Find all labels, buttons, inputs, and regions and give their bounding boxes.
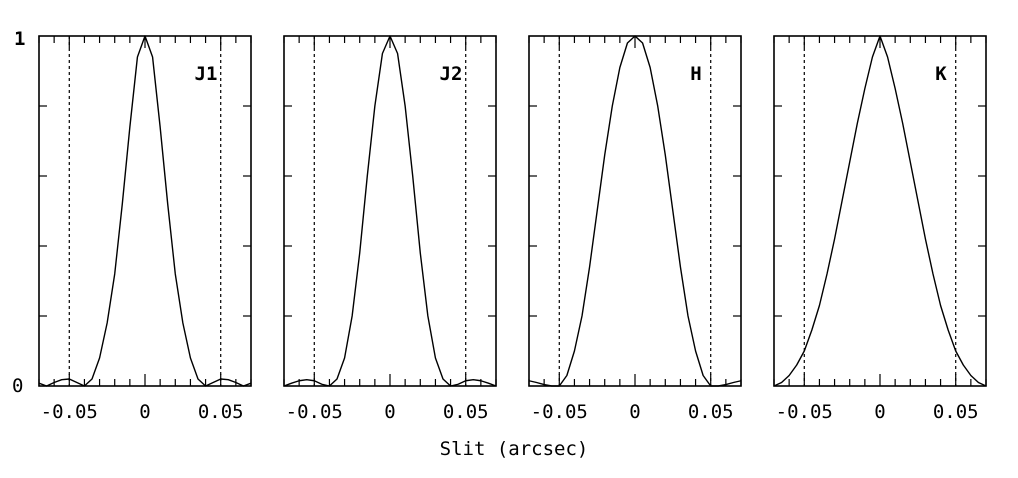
x-tick-label: -0.05 xyxy=(531,401,588,423)
panel-k: K -0.05 0 0.05 xyxy=(773,35,987,423)
profile-line xyxy=(528,35,742,387)
x-tick-label: -0.05 xyxy=(41,401,98,423)
x-tick-label: -0.05 xyxy=(286,401,343,423)
y-tick-label-top: 1 xyxy=(14,28,25,50)
panels-layer: J1 -0.05 0 0.05 J2 -0.05 0 0.05 H -0.05 0 0.05 K -0.0… xyxy=(38,35,987,423)
panel-j2: J2 -0.05 0 0.05 xyxy=(283,35,497,423)
x-tick-label: 0 xyxy=(874,401,885,423)
panel-frame xyxy=(528,35,742,387)
x-tick-label: 0 xyxy=(384,401,395,423)
panel-label: H xyxy=(690,63,701,85)
panel-label: K xyxy=(935,63,947,85)
x-tick-label: 0 xyxy=(629,401,640,423)
x-tick-label: -0.05 xyxy=(776,401,833,423)
x-tick-label: 0.05 xyxy=(688,401,734,423)
panel-frame xyxy=(283,35,497,387)
x-tick-label: 0.05 xyxy=(443,401,489,423)
panel-label: J1 xyxy=(195,63,218,85)
x-axis-label: Slit (arcsec) xyxy=(440,438,589,460)
profile-line xyxy=(283,35,497,387)
x-tick-label: 0.05 xyxy=(198,401,244,423)
panel-j1: J1 -0.05 0 0.05 xyxy=(38,35,252,423)
panel-label: J2 xyxy=(440,63,463,85)
x-tick-label: 0.05 xyxy=(933,401,979,423)
profile-line xyxy=(773,35,987,387)
panel-h: H -0.05 0 0.05 xyxy=(528,35,742,423)
profile-line xyxy=(38,35,252,387)
y-tick-label-bottom: 0 xyxy=(12,375,23,397)
panel-frame xyxy=(773,35,987,387)
x-tick-label: 0 xyxy=(139,401,150,423)
panel-frame xyxy=(38,35,252,387)
